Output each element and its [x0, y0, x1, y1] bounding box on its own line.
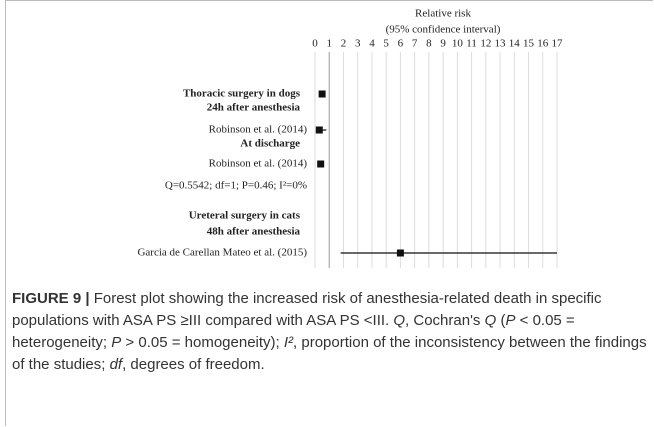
x-tick-label: 8 [426, 38, 432, 50]
axis-title: Relative risk [415, 8, 471, 20]
caption-segment: Q [393, 312, 406, 329]
x-tick-label: 13 [495, 38, 507, 50]
x-tick-label: 17 [552, 38, 564, 50]
caption-segment: < 0.05 = heterogeneity; [12, 312, 575, 351]
caption-segment: , degrees of freedom. [122, 356, 265, 373]
caption-segment: P [505, 312, 516, 329]
caption-segment: , Cochran's [405, 312, 485, 329]
x-tick-label: 14 [509, 38, 521, 50]
row-label: 48h after anesthesia [207, 226, 301, 238]
x-tick-label: 6 [398, 38, 404, 50]
row-label: Garcia de Carellan Mateo et al. (2015) [137, 247, 307, 259]
point-estimate [396, 249, 404, 257]
row-label: Ureteral surgery in cats [189, 210, 301, 222]
row-label: At discharge [240, 138, 300, 150]
row-label: Robinson et al. (2014) [209, 158, 308, 170]
caption-segment: Q [484, 312, 497, 329]
caption-segment: P [111, 334, 122, 351]
row-label: Robinson et al. (2014) [209, 124, 308, 136]
x-tick-label: 10 [452, 38, 464, 50]
forest-plot: Relative risk (95% confidence interval) … [137, 8, 564, 268]
caption-segment: Forest plot showing the increased risk o… [12, 290, 602, 329]
caption-segment: FIGURE 9 | [12, 290, 90, 307]
x-tick-label: 4 [369, 38, 375, 50]
caption-segment: ( [496, 312, 506, 329]
x-tick-label: 12 [480, 38, 491, 50]
caption-segment: I² [283, 334, 294, 351]
x-tick-label: 15 [523, 38, 535, 50]
point-estimate [315, 126, 323, 134]
row-label: 24h after anesthesia [207, 102, 301, 114]
caption-segment: > 0.05 = homogeneity); [121, 334, 284, 351]
point-estimate [318, 90, 326, 98]
x-tick-label: 11 [466, 38, 477, 50]
x-tick-label: 9 [440, 38, 446, 50]
caption: FIGURE 9 | Forest plot showing the incre… [12, 288, 648, 376]
figure-frame [5, 0, 653, 426]
point-estimate [317, 160, 325, 168]
x-tick-label: 16 [537, 38, 549, 50]
x-tick-label: 0 [312, 38, 318, 50]
x-tick-label: 1 [326, 38, 332, 50]
axis-title: (95% confidence interval) [386, 24, 501, 36]
x-tick-label: 2 [341, 38, 347, 50]
caption-segment: , proportion of the inconsistency betwee… [12, 334, 647, 373]
row-label: Q=0.5542; df=1; P=0.46; I²=0% [165, 180, 307, 192]
row-label: Thoracic surgery in dogs [183, 88, 301, 100]
x-tick-label: 5 [383, 38, 389, 50]
caption-segment: df [109, 356, 123, 373]
x-tick-label: 7 [412, 38, 418, 50]
x-tick-label: 3 [355, 38, 361, 50]
